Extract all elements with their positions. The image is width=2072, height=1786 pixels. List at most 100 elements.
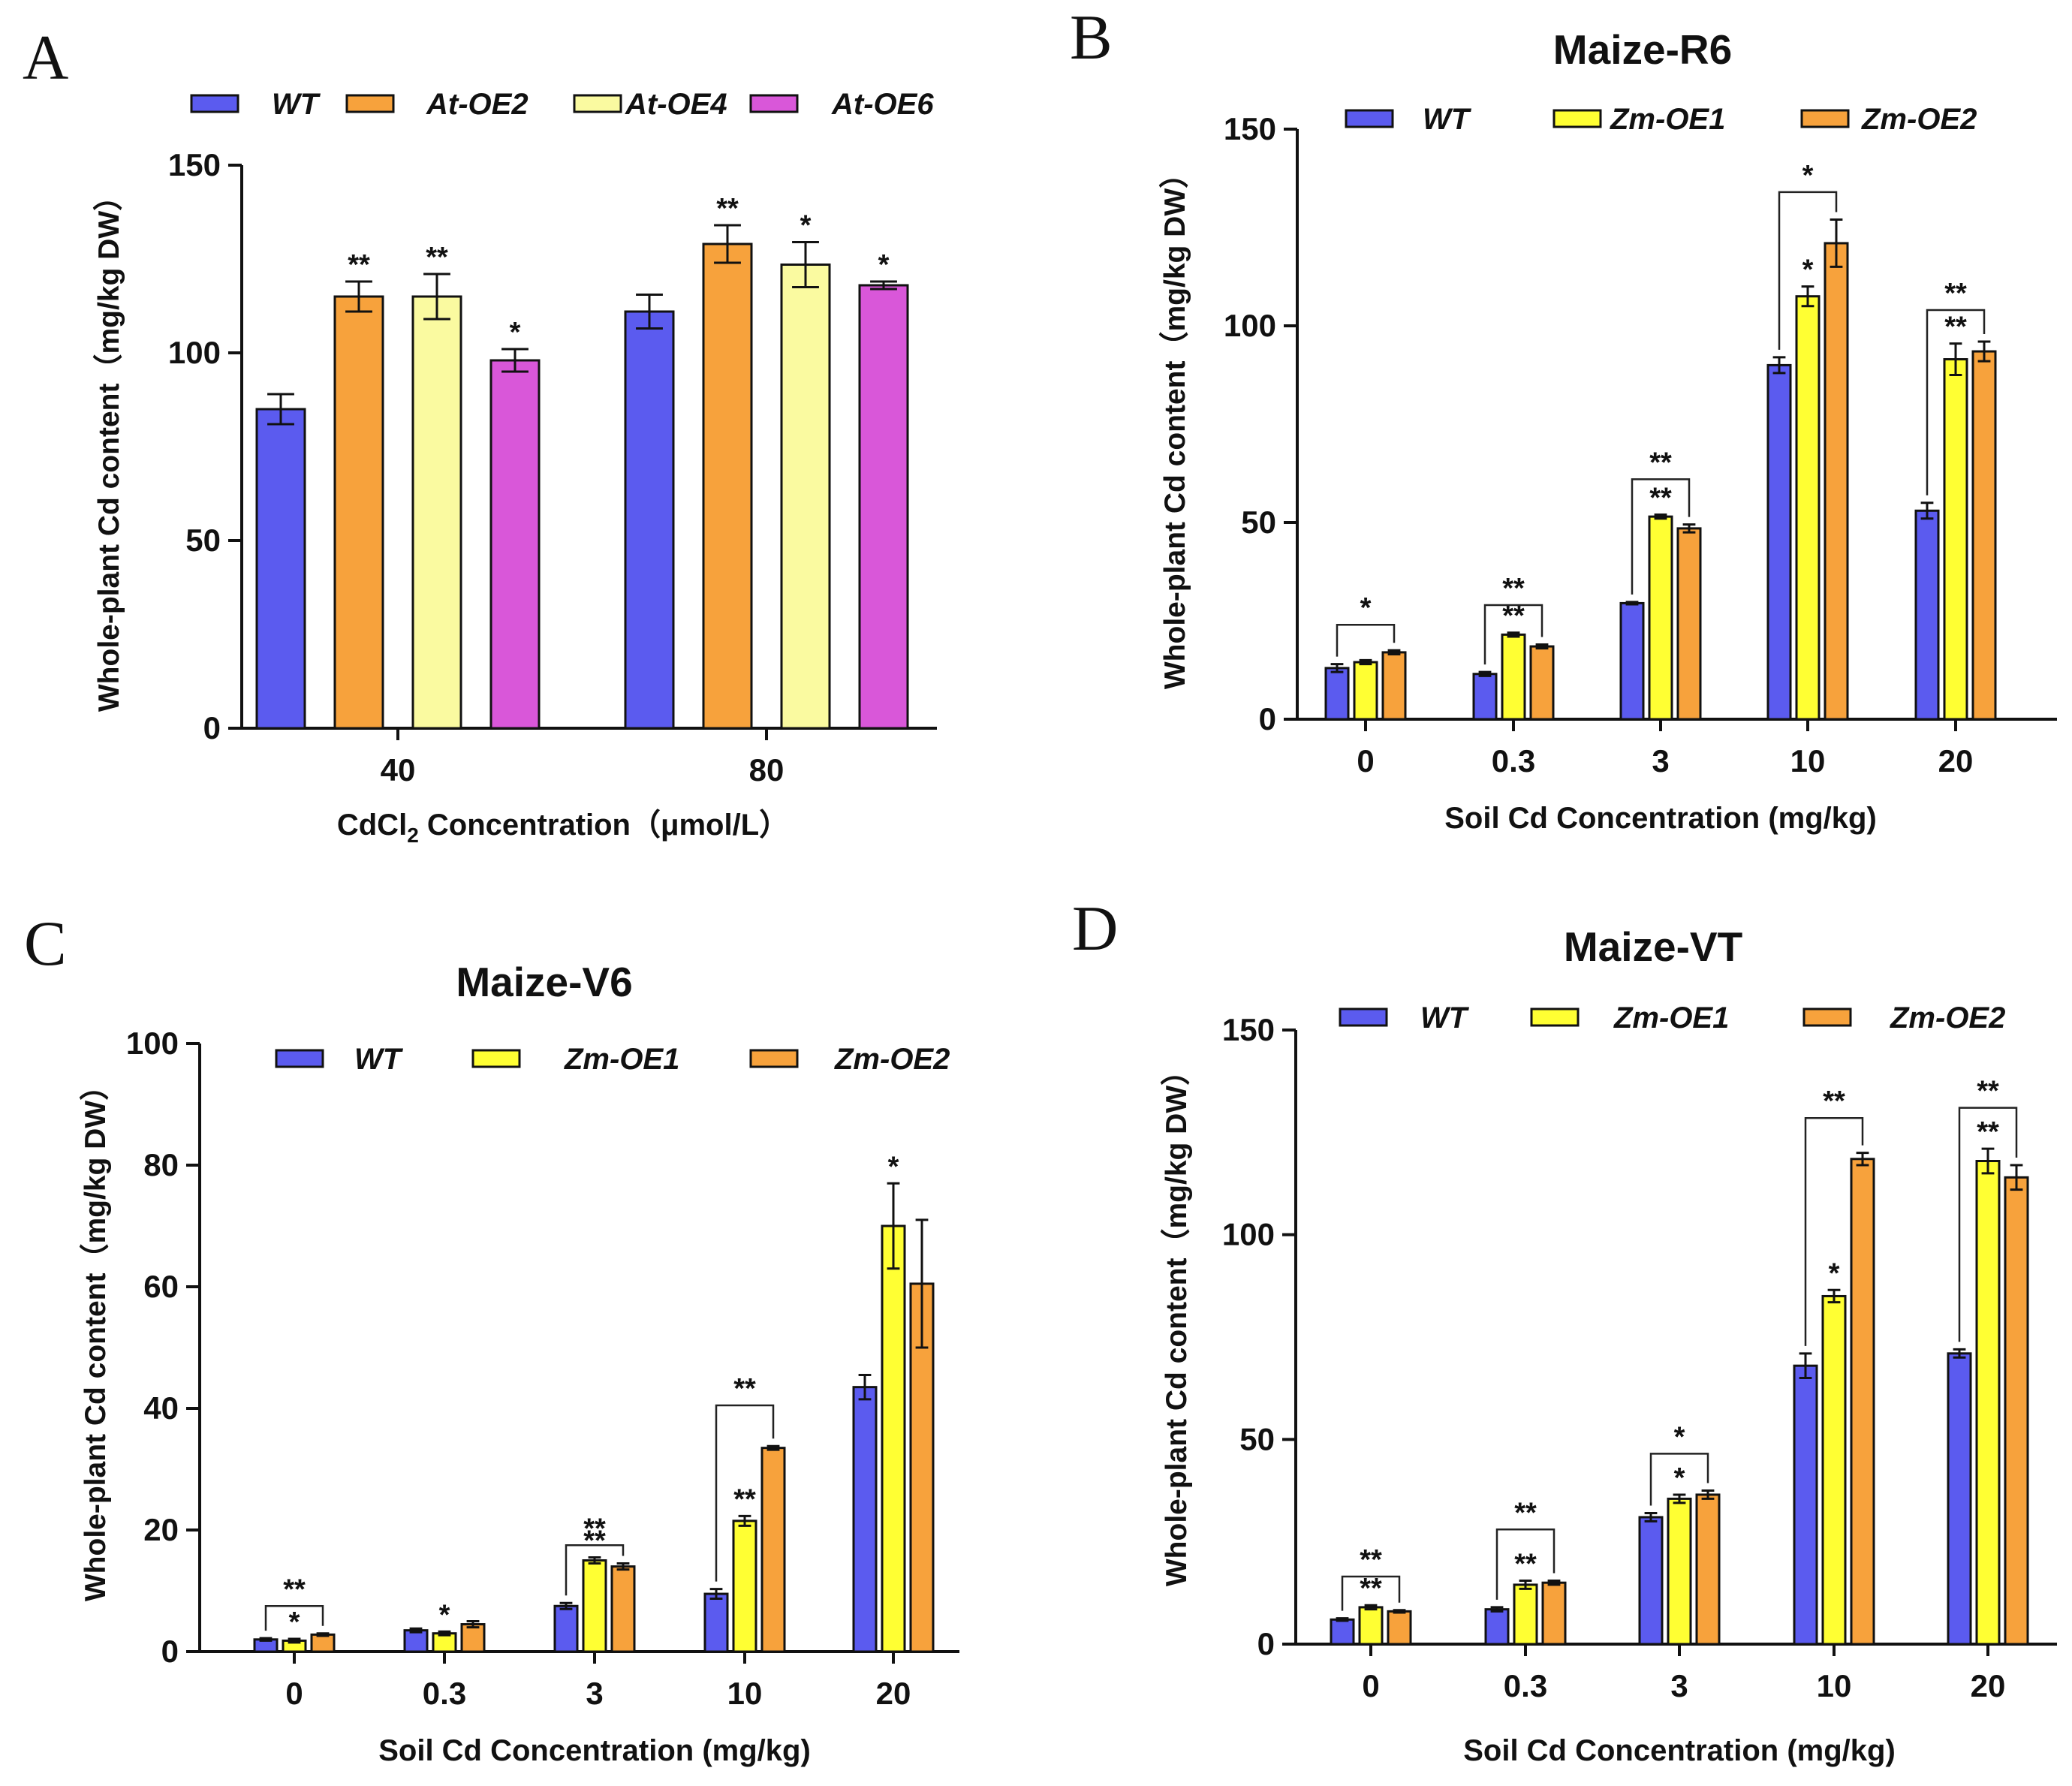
legend-swatch [1530, 1007, 1580, 1027]
y-tick-label: 0 [1257, 1626, 1275, 1661]
x-tick-label: 10 [1790, 743, 1826, 779]
significance-label: * [289, 1607, 300, 1638]
error-bar [316, 1632, 330, 1637]
panel-c: C Maize-V6 WT Zm-OE1 Zm-OE2 0 20 40 60 80 100 0 0.3 3… [24, 908, 959, 1767]
panel-letter: C [24, 908, 67, 979]
error-bar [1701, 1489, 1715, 1500]
bracket-label: ** [1502, 573, 1525, 604]
y-tick-label: 0 [203, 710, 221, 745]
x-tick-label: 10 [1817, 1668, 1852, 1703]
bar [411, 295, 462, 730]
significance-label: ** [733, 1483, 756, 1515]
bracket-label: ** [1514, 1497, 1537, 1528]
error-bar [915, 1218, 929, 1349]
y-tick-label: 150 [1222, 1012, 1275, 1047]
error-bar [423, 273, 450, 321]
legend-swatch [190, 94, 239, 113]
chart-title: Maize-V6 [456, 959, 632, 1005]
error-bar [1856, 1152, 1869, 1167]
comparison-bracket [1958, 1107, 2018, 1342]
bar [760, 1447, 786, 1653]
x-tick-label: 0.3 [1492, 743, 1535, 779]
significance-label: * [800, 210, 812, 242]
comparison-bracket [1649, 1453, 1709, 1506]
error-bar [1507, 631, 1520, 638]
significance-label: * [1829, 1257, 1840, 1289]
error-bar [1830, 218, 1843, 268]
bar [255, 408, 306, 730]
legend-swatch [275, 1049, 324, 1068]
significance-label: * [439, 1599, 450, 1631]
legend-label: WT [1420, 1001, 1470, 1035]
bar [1850, 1158, 1875, 1646]
bar [1513, 1583, 1538, 1646]
error-bar [1644, 1511, 1658, 1522]
bar [1619, 601, 1645, 721]
significance-label: * [510, 317, 521, 348]
error-bar [1387, 649, 1401, 656]
error-bar [1330, 663, 1344, 673]
panel-letter: B [1070, 2, 1113, 73]
error-bar [1547, 1579, 1561, 1586]
y-tick-label: 50 [1241, 504, 1276, 540]
legend-label: Zm-OE2 [834, 1043, 950, 1076]
error-bar [1535, 643, 1549, 650]
panel-d: D Maize-VT WT Zm-OE1 Zm-OE2 0 50 100 150 0 0.3 3 10 2… [1072, 893, 2057, 1767]
y-tick-label: 60 [143, 1269, 179, 1304]
x-axis-label-part: 2 [407, 824, 419, 847]
panel-letter: A [23, 23, 68, 93]
error-bar [1977, 340, 1991, 363]
error-bar [766, 1444, 780, 1451]
x-axis-label: Soil Cd Concentration (mg/kg) [1444, 802, 1877, 835]
error-bar [1949, 342, 1962, 376]
error-bar [1490, 1606, 1504, 1613]
legend-swatch [749, 1049, 799, 1068]
legend-label: At-OE4 [625, 88, 727, 121]
bar [1667, 1497, 1692, 1646]
bracket-label: * [1802, 160, 1814, 191]
x-tick-label: 20 [1938, 743, 1974, 779]
bar [610, 1565, 636, 1653]
bar [1795, 295, 1821, 721]
x-axis-label-part: Soil Cd Concentration (mg/kg) [1444, 802, 1877, 835]
x-tick-label: 0 [285, 1676, 303, 1711]
comparison-bracket [715, 1404, 775, 1582]
panel-letter: D [1072, 893, 1118, 964]
bar [1484, 1608, 1510, 1646]
error-bar [1673, 1493, 1686, 1504]
bracket-label: ** [1360, 1544, 1382, 1576]
significance-label: ** [348, 249, 370, 281]
bar [1943, 358, 1968, 721]
legend-label: Zm-OE2 [1861, 103, 1977, 136]
bar [1914, 509, 1940, 721]
y-axis-label: Whole-plant Cd content（mg/kg DW） [93, 182, 125, 712]
legend-swatch [1800, 109, 1850, 128]
comparison-bracket [1336, 623, 1396, 657]
comparison-bracket [1341, 1575, 1401, 1611]
bar [582, 1559, 607, 1653]
error-bar [1799, 1352, 1812, 1380]
bar [1501, 633, 1526, 721]
error-bar [288, 1637, 301, 1644]
bar [624, 310, 675, 730]
error-bar [858, 1373, 872, 1401]
error-bar [1953, 1348, 1966, 1359]
bracket-label: * [1360, 592, 1372, 624]
x-tick-label: 0 [1357, 743, 1374, 779]
error-bar [1336, 1617, 1349, 1622]
bar [1695, 1493, 1721, 1646]
bar [732, 1519, 757, 1653]
error-bar [1359, 658, 1372, 666]
bar [1353, 661, 1378, 721]
chart-title: Maize-R6 [1553, 26, 1732, 73]
bar [403, 1629, 429, 1653]
significance-label: ** [1649, 483, 1672, 514]
legend-label: WT [272, 88, 321, 121]
y-tick-label: 150 [168, 147, 221, 182]
bracket-label: ** [1649, 447, 1672, 478]
bar [1330, 1618, 1355, 1646]
legend-swatch [1345, 109, 1394, 128]
bar [1638, 1516, 1664, 1646]
